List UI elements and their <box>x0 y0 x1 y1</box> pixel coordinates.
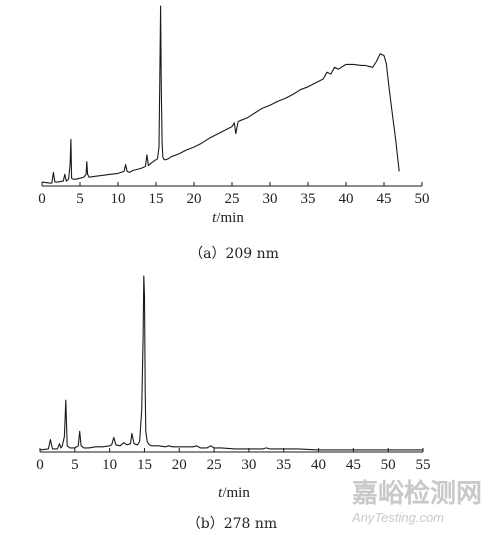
x-tick-label: 5 <box>71 457 79 473</box>
x-tick-label: 20 <box>172 457 187 473</box>
x-tick-label: 20 <box>187 191 202 207</box>
x-tick-label: 15 <box>149 191 164 207</box>
x-tick-label: 40 <box>311 457 326 473</box>
watermark-cn: 嘉峪检测网 <box>352 478 482 509</box>
watermark-en: AnyTesting.com <box>351 510 444 525</box>
caption-b: （b）278 nm <box>187 516 277 532</box>
caption-a: （a）209 nm <box>189 246 279 262</box>
x-tick-label: 30 <box>263 191 278 207</box>
watermark: 嘉峪检测网 AnyTesting.com <box>351 478 482 525</box>
x-tick-label: 15 <box>137 457 152 473</box>
x-axis-label-b: t/min <box>218 485 250 501</box>
x-tick-label: 10 <box>102 457 117 473</box>
x-tick-label: 10 <box>111 191 126 207</box>
x-ticks-a: 0 5 10 15 20 25 30 35 40 45 50 <box>38 182 430 207</box>
chart-b: 0 5 10 15 20 25 30 35 40 45 50 55 t/min （b）278 nm <box>36 275 431 532</box>
x-tick-label: 0 <box>38 191 46 207</box>
chromatogram-trace-a <box>41 5 400 184</box>
x-tick-label: 25 <box>207 457 222 473</box>
x-tick-label: 25 <box>225 191 240 207</box>
x-tick-label: 45 <box>346 457 361 473</box>
x-tick-label: 35 <box>276 457 291 473</box>
x-tick-label: 55 <box>416 457 431 473</box>
x-tick-label: 5 <box>76 191 84 207</box>
x-tick-label: 50 <box>381 457 396 473</box>
x-tick-label: 30 <box>241 457 256 473</box>
x-axis-label-a: t/min <box>212 210 244 226</box>
x-tick-label: 35 <box>301 191 316 207</box>
x-ticks-b: 0 5 10 15 20 25 30 35 40 45 50 55 <box>36 448 431 473</box>
x-tick-label: 50 <box>415 191 430 207</box>
chromatogram-trace-b <box>39 275 423 451</box>
chart-a: 0 5 10 15 20 25 30 35 40 45 50 t/min （a）209 nm <box>38 5 430 262</box>
x-tick-label: 40 <box>339 191 354 207</box>
x-tick-label: 0 <box>36 457 44 473</box>
x-tick-label: 45 <box>377 191 392 207</box>
